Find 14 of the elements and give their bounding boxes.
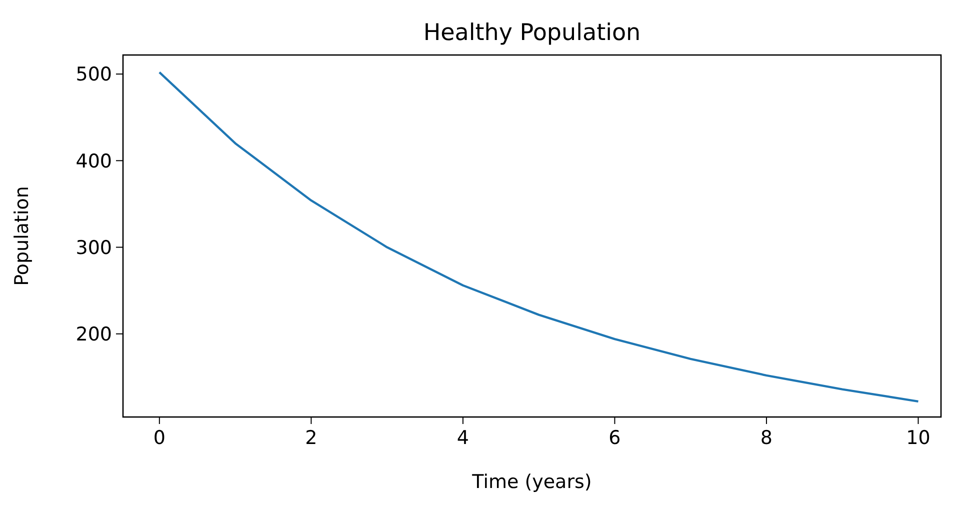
line-series [158, 71, 920, 403]
y-tick-label: 400 [76, 150, 112, 172]
x-tick-label: 8 [760, 427, 773, 449]
x-tick-label: 6 [608, 427, 621, 449]
y-tick-label: 200 [76, 324, 112, 346]
y-tick-label: 300 [76, 236, 112, 259]
y-axis-title: Population [11, 186, 33, 286]
chart-title: Healthy Population [423, 20, 641, 46]
x-tick-label: 4 [456, 427, 469, 449]
x-tick-label: 10 [906, 427, 930, 449]
x-axis-title: Time (years) [471, 471, 592, 493]
y-tick-label: 500 [76, 64, 112, 86]
x-tick-label: 0 [153, 427, 166, 449]
x-tick-label: 2 [305, 427, 318, 449]
